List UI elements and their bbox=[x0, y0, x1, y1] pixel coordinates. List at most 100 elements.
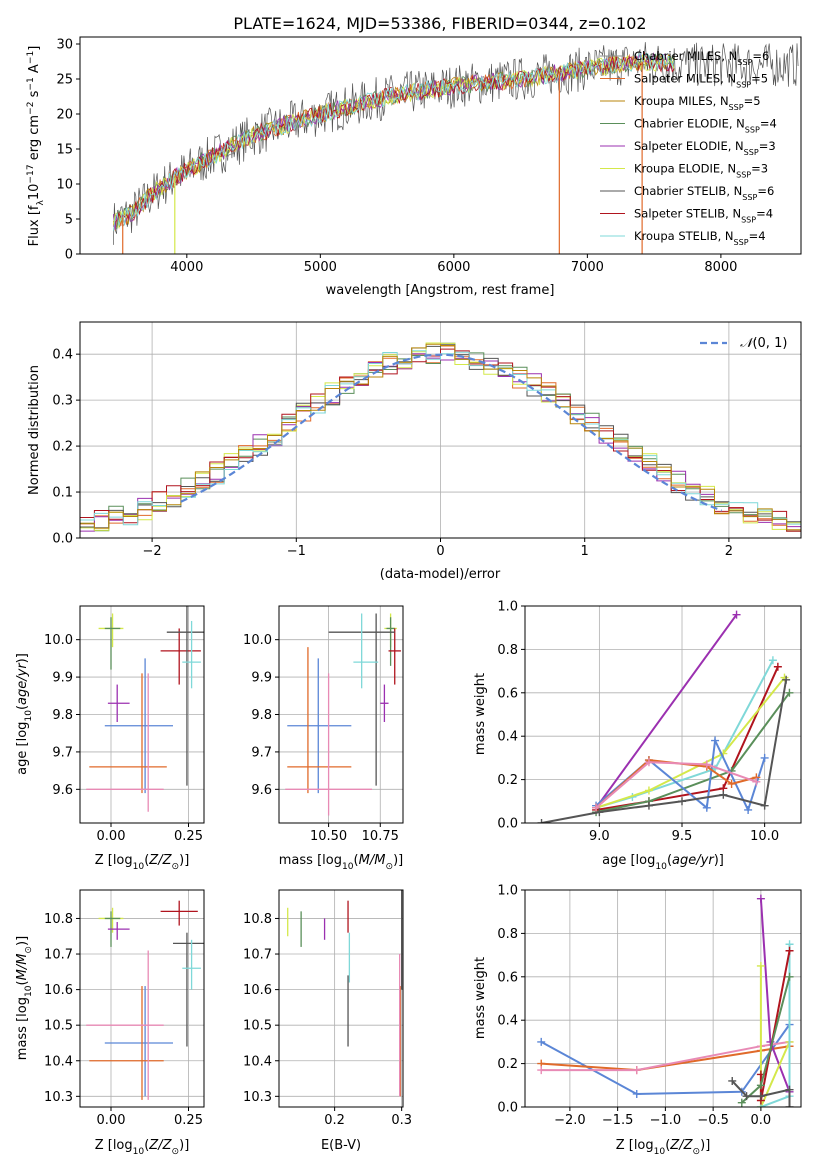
axes-border bbox=[524, 889, 802, 1108]
plot-area bbox=[86, 606, 204, 812]
x-axis-label: age [log10(age/yr)] bbox=[602, 853, 724, 872]
plot-area bbox=[537, 894, 794, 1107]
y-tick-label: 0.0 bbox=[497, 1101, 518, 1116]
weight-marker bbox=[728, 1076, 737, 1085]
y-tick-label: 1.0 bbox=[497, 884, 518, 899]
y-tick-label: 10.6 bbox=[44, 983, 73, 998]
axes-border bbox=[79, 889, 205, 1108]
legend-label: Chabrier STELIB, NSSP=6 bbox=[634, 184, 774, 202]
y-tick-label: 9.9 bbox=[251, 671, 272, 686]
figure-title: PLATE=1624, MJD=53386, FIBERID=0344, z=0… bbox=[233, 14, 646, 33]
plot-area bbox=[285, 613, 401, 816]
plot-area bbox=[113, 42, 799, 254]
weight-line bbox=[595, 614, 738, 809]
weight-line bbox=[540, 1023, 791, 1096]
weight-marker bbox=[592, 803, 601, 812]
weight-line bbox=[541, 679, 788, 823]
x-axis-label: wavelength [Angstrom, rest frame] bbox=[326, 283, 555, 298]
weight-series bbox=[592, 756, 761, 812]
y-tick-label: 0.8 bbox=[497, 927, 518, 942]
y-tick-label: 0.0 bbox=[497, 817, 518, 832]
data-point bbox=[104, 617, 121, 670]
spectrum-line bbox=[113, 53, 675, 229]
data-point bbox=[287, 658, 352, 794]
weight-marker bbox=[719, 790, 728, 799]
weight-series bbox=[728, 1076, 794, 1107]
plot-area bbox=[287, 890, 403, 1097]
axes-mass_vs_Z: 0.00 0.25 10.3 10.4 10.5 10.6 10.7 10.8 Z [log10… bbox=[15, 889, 205, 1157]
y-tick-label: 30 bbox=[56, 38, 73, 53]
weight-marker bbox=[744, 805, 753, 814]
y-tick-label: 9.9 bbox=[52, 671, 73, 686]
x-axis-label: Z [log10(Z/Z⊙)] bbox=[616, 1138, 711, 1157]
weight-line bbox=[595, 666, 779, 811]
x-axis-label: Z [log10(Z/Z⊙)] bbox=[95, 1138, 190, 1157]
weight-marker bbox=[727, 779, 736, 788]
weight-marker bbox=[644, 758, 653, 767]
weight-marker bbox=[537, 1037, 546, 1046]
residual-legend: 𝒩(0, 1) bbox=[700, 336, 787, 351]
x-tick-label: 2 bbox=[725, 544, 733, 559]
y-tick-label: 10.3 bbox=[44, 1090, 73, 1105]
y-tick-label: 5 bbox=[65, 213, 73, 228]
weight-line bbox=[541, 1045, 790, 1072]
spectrum-line bbox=[113, 51, 675, 227]
y-tick-label: 10.5 bbox=[44, 1019, 73, 1034]
spectrum-line bbox=[113, 54, 675, 229]
y-tick-label: 10.3 bbox=[243, 1090, 272, 1105]
data-point bbox=[89, 986, 164, 1100]
weight-marker bbox=[756, 1092, 765, 1101]
weight-marker bbox=[782, 675, 791, 684]
x-axis-label: (data-model)/error bbox=[380, 567, 501, 582]
y-tick-label: 9.8 bbox=[52, 708, 73, 723]
axes-residuals: −2 −1 0 1 2 0.0 0.1 0.2 0.3 0.4 𝒩(0, 1) (data-model… bbox=[27, 321, 802, 582]
y-axis-label: mass weight bbox=[473, 957, 488, 1039]
axes-age_vs_mass: 10.50 10.75 9.6 9.7 9.8 9.9 10.0 mass [log10(M/… bbox=[243, 605, 404, 872]
weight-marker bbox=[702, 760, 711, 769]
x-tick-label: 8000 bbox=[704, 260, 737, 275]
data-point bbox=[173, 932, 204, 1047]
y-tick-label: 10.6 bbox=[243, 983, 272, 998]
weight-marker bbox=[711, 736, 720, 745]
weight-marker bbox=[785, 1085, 794, 1094]
weight-line bbox=[759, 966, 791, 1107]
y-axis-label: age [log10(age/yr)] bbox=[15, 653, 34, 775]
weight-line bbox=[595, 676, 786, 809]
data-point bbox=[287, 647, 352, 794]
data-point bbox=[386, 617, 395, 666]
data-point bbox=[104, 986, 173, 1097]
weight-marker bbox=[785, 1103, 794, 1107]
y-axis-label: Normed distribution bbox=[27, 365, 42, 495]
x-tick-label: 0.3 bbox=[391, 1113, 412, 1128]
weight-marker bbox=[702, 803, 711, 812]
legend-label: Kroupa MILES, NSSP=5 bbox=[634, 94, 761, 112]
panels: 4000 5000 6000 7000 8000051015202530Chabrier… bbox=[15, 36, 802, 1157]
x-tick-label: 0.0 bbox=[751, 1113, 772, 1128]
weight-line bbox=[541, 1040, 790, 1072]
x-tick-label: 9.5 bbox=[672, 829, 693, 844]
y-tick-label: 0.2 bbox=[52, 440, 73, 455]
legend-label: Salpeter ELODIE, NSSP=3 bbox=[634, 139, 776, 157]
y-tick-label: 0.3 bbox=[52, 394, 73, 409]
weight-line bbox=[595, 761, 757, 809]
weight-marker bbox=[537, 819, 546, 823]
weight-marker bbox=[785, 688, 794, 697]
data-point bbox=[160, 900, 198, 926]
weight-series bbox=[756, 894, 794, 1096]
data-point bbox=[388, 628, 401, 685]
weight-series bbox=[592, 673, 789, 812]
plot-area bbox=[86, 900, 204, 1100]
data-point bbox=[160, 628, 201, 685]
x-tick-label: 10.0 bbox=[750, 829, 779, 844]
x-tick-label: 1 bbox=[581, 544, 589, 559]
x-tick-label: −0.5 bbox=[697, 1113, 729, 1128]
data-point bbox=[285, 673, 372, 816]
legend-label: 𝒩(0, 1) bbox=[740, 336, 787, 351]
axes-weight_vs_Z: −2.0 −1.5 −1.0 −0.5 0.0 0.0 0.2 0.4 0.6 0.8 1.0 Z [… bbox=[473, 884, 802, 1157]
x-axis-label: mass [log10(M/M⊙)] bbox=[279, 853, 403, 872]
weight-marker bbox=[732, 610, 741, 619]
data-point bbox=[107, 922, 130, 940]
x-tick-label: 5000 bbox=[304, 260, 337, 275]
y-tick-label: 10.7 bbox=[243, 948, 272, 963]
